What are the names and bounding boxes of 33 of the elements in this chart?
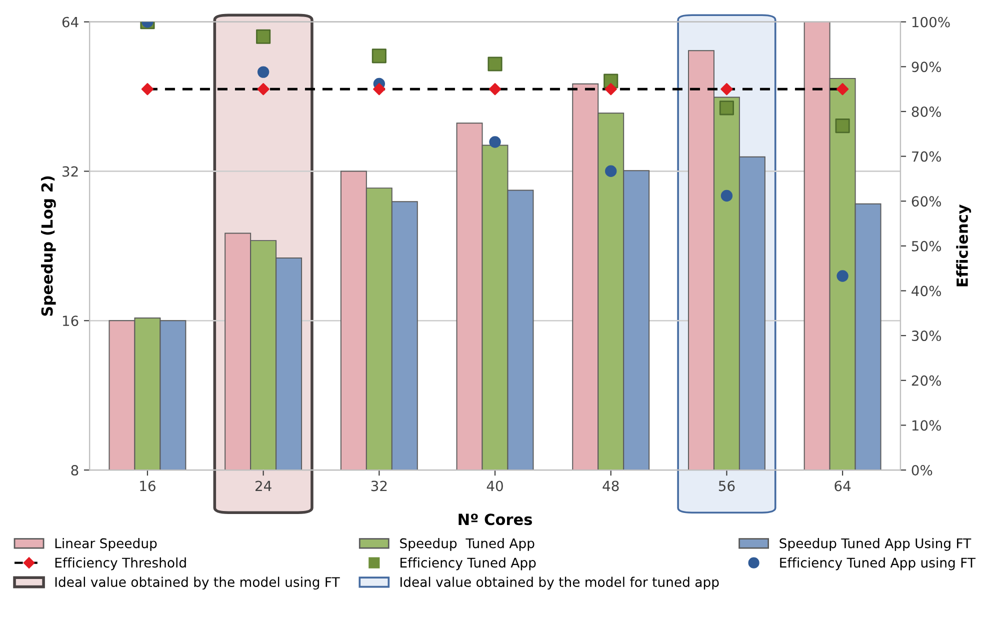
y2-tick-label: 20%	[912, 375, 941, 386]
legend-label: Speedup Tuned App Using FT	[780, 538, 972, 551]
legend-label: Ideal value obtained by the model for tuned app	[400, 576, 719, 590]
y2-tick-label: 60%	[912, 196, 941, 207]
legend-label: Efficiency Tuned App using FT	[780, 557, 976, 570]
legend-label: Efficiency Threshold	[55, 557, 186, 570]
y2-tick-label: 90%	[912, 62, 941, 72]
x-tick-label: 56	[718, 480, 735, 492]
y2-tick-label: 50%	[912, 240, 941, 252]
y2-tick-label: 80%	[912, 106, 941, 117]
y2-tick-label: 40%	[912, 286, 941, 296]
y2-tick-label: 10%	[912, 420, 941, 431]
y-tick-label: 32	[62, 166, 78, 177]
x-tick-label: 40	[486, 480, 503, 492]
legend-label: Linear Speedup	[55, 538, 157, 551]
y2-tick-label: 30%	[912, 330, 941, 342]
legend-label: Speedup Tuned App	[400, 538, 534, 551]
y2-tick-label: 70%	[912, 151, 941, 162]
y2-tick-label: 0%	[912, 465, 932, 476]
x-tick-label: 16	[140, 480, 156, 492]
x-tick-label: 32	[371, 480, 387, 492]
y2-tick-label: 100%	[912, 16, 950, 28]
x-tick-label: 64	[834, 480, 851, 492]
legend-label: Efficiency Tuned App	[400, 557, 536, 570]
x-axis-title: Nº Cores	[458, 514, 532, 526]
y-tick-label: 8	[71, 465, 78, 476]
legend-label: Ideal value obtained by the model using FT	[55, 576, 340, 590]
x-tick-label: 24	[256, 480, 272, 492]
y-tick-label: 16	[62, 316, 78, 326]
y2-axis-title: Efficiency	[956, 204, 972, 286]
x-tick-label: 48	[602, 480, 619, 492]
y-tick-label: 64	[62, 16, 78, 28]
y-axis-title: Speedup (Log 2)	[41, 176, 56, 316]
